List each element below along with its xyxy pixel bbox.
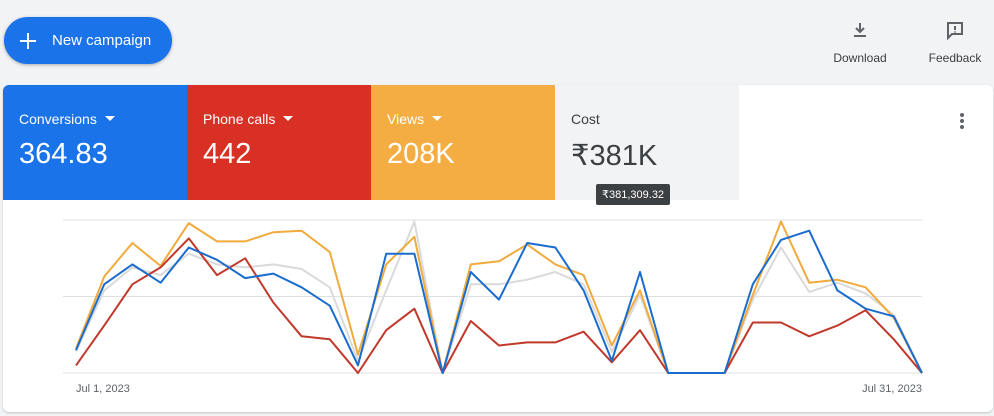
download-button[interactable]: Download [830,20,890,65]
metric-value: 442 [203,138,252,170]
x-tick-label: Jul 31, 2023 [862,383,922,395]
feedback-button[interactable]: Feedback [926,20,984,65]
dropdown-arrow[interactable] [104,116,115,122]
download-icon [854,23,866,37]
metric-tile[interactable]: Cost ₹381K [555,85,739,200]
series-line [75,237,923,374]
more-menu[interactable] [958,112,966,132]
cost-tooltip: ₹381,309.32 [596,184,671,205]
metric-name: Phone calls [203,111,276,127]
series-line [75,229,923,374]
metric-name: Views [387,111,425,127]
metric-tile[interactable]: Phone calls 442 [187,85,371,200]
series-line [75,220,923,374]
feedback-label: Feedback [928,51,982,65]
metric-value: 208K [387,138,455,170]
metric-name: Cost [571,111,600,127]
metric-tile[interactable]: Views 208K [371,85,555,200]
chart-card: Conversions 364.83 Phone calls 442 Views 208K… [3,85,993,412]
dropdown-arrow[interactable] [283,116,294,122]
metric-value: 364.83 [19,138,108,170]
metric-value: ₹381K [571,140,658,172]
x-tick-label: Jul 1, 2023 [76,383,130,395]
download-label: Download [833,51,887,65]
metric-label: Cost [571,111,739,127]
feedback-icon [947,22,963,41]
series-line [75,220,923,374]
metric-label: Views [387,111,555,127]
new-campaign-button[interactable]: New campaign [4,17,172,64]
metric-tile[interactable]: Conversions 364.83 [3,85,187,200]
plus-icon [20,32,36,49]
dropdown-arrow[interactable] [432,116,443,122]
metric-name: Conversions [19,111,97,127]
metric-label: Conversions [19,111,187,127]
new-campaign-label: New campaign [52,32,152,49]
metric-label: Phone calls [203,111,371,127]
